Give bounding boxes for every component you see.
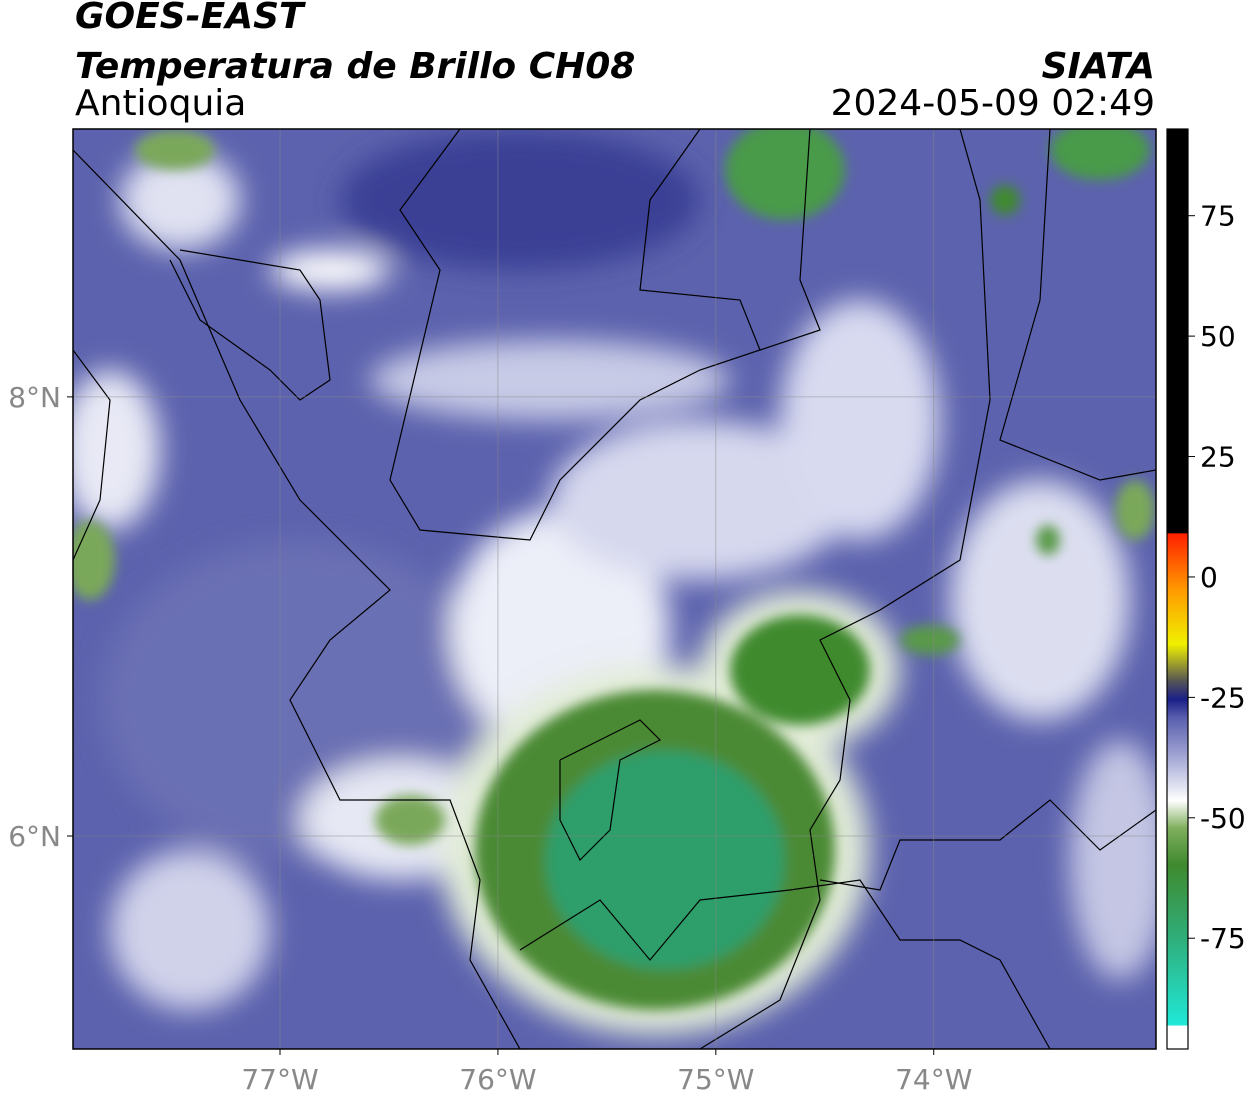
subtitle: Temperatura de Brillo CH08: [75, 46, 635, 87]
colorbar-tick-label: -25: [1200, 681, 1246, 714]
satellite-image: [73, 129, 1156, 1049]
region: Antioquia: [75, 83, 246, 124]
source: SIATA: [1042, 46, 1155, 87]
x-tick-label: 77°W: [241, 1063, 318, 1096]
datetime: 2024-05-09 02:49: [831, 83, 1155, 124]
colorbar-tick-label: -50: [1200, 802, 1246, 835]
y-tick-label: 6°N: [8, 820, 61, 853]
colorbar-tick-label: 25: [1200, 441, 1236, 474]
colorbar-tick-label: 75: [1200, 200, 1236, 233]
x-tick-label: 74°W: [895, 1063, 972, 1096]
colorbar-tick-label: 0: [1200, 561, 1218, 594]
map-frame: [72, 128, 1157, 1050]
colorbar-tick-label: 50: [1200, 320, 1236, 353]
y-tick-label: 8°N: [8, 381, 61, 414]
x-tick-label: 75°W: [677, 1063, 754, 1096]
title: GOES-EAST: [75, 0, 306, 37]
graticule: [73, 129, 1156, 1049]
x-tick-label: 76°W: [459, 1063, 536, 1096]
colorbar: [1166, 128, 1189, 1050]
colorbar-tick-label: -75: [1200, 922, 1246, 955]
